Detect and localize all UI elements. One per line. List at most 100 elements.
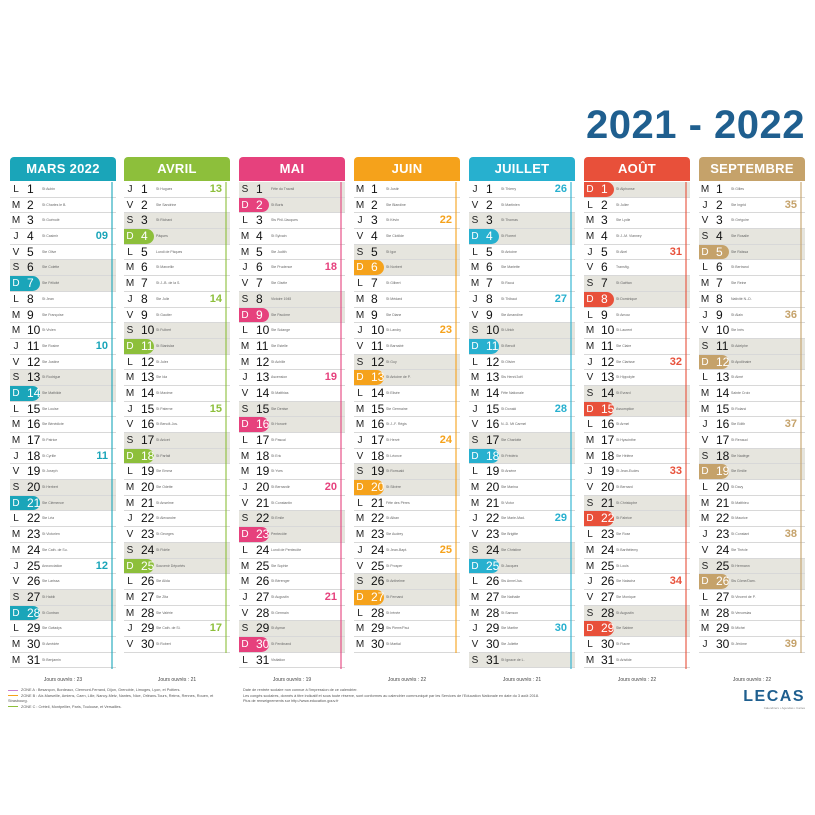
- saint-name: St Julien: [616, 202, 630, 207]
- day-number: 22: [601, 511, 615, 526]
- day-number: 17: [716, 433, 730, 447]
- day-list: J 1 St Hugues 13 V 2 Ste Sandrine S 3 St Richard D…: [124, 182, 230, 653]
- weekday-letter: S: [701, 340, 709, 352]
- day-number: 20: [486, 480, 500, 495]
- weekday-letter: S: [12, 262, 20, 274]
- day-row: S 3 St Thomas: [469, 213, 575, 230]
- day-number: 3: [27, 213, 34, 228]
- weekday-letter: J: [242, 482, 248, 494]
- saint-name: Ste Sophie: [271, 563, 289, 568]
- sunday-highlight: [469, 448, 499, 464]
- weekday-letter: D: [126, 450, 134, 462]
- sunday-highlight: [584, 401, 614, 417]
- saint-name: Transfig.: [616, 265, 630, 270]
- day-number: 2: [141, 197, 148, 212]
- saint-name: St Georges: [156, 532, 174, 537]
- day-number: 16: [27, 417, 41, 432]
- saint-name: Fête du Travail: [271, 187, 295, 191]
- day-row: D 22 St Fabrice: [584, 511, 690, 528]
- weekday-letter: L: [242, 544, 248, 556]
- weekday-letter: D: [586, 184, 594, 195]
- brand-name: LECAS: [743, 688, 805, 705]
- saint-name: St Boris: [271, 202, 284, 207]
- day-row: L 5 Lundi de Pâques: [124, 245, 230, 261]
- day-row: S 1 Fête du Travail: [239, 182, 345, 198]
- month-mai: MAI S 1 Fête du Travail D 2 St Boris L 3 Sts Phil…: [239, 157, 345, 669]
- saint-name: St Hyacinthe: [616, 438, 636, 442]
- day-row: M 16 Ste Bénédicte: [10, 417, 116, 433]
- weekday-letter: V: [701, 325, 709, 337]
- saint-name: Ste Clotilde: [386, 234, 404, 239]
- weekday-letter: S: [241, 293, 249, 305]
- day-row: M 14 Fête Nationale: [469, 386, 575, 402]
- saint-name: St Germain: [271, 610, 289, 615]
- weekday-letter: J: [13, 560, 19, 572]
- weekday-letter: D: [471, 231, 479, 243]
- weekday-letter: D: [356, 372, 364, 384]
- day-row: J 19 St Jean-Eudes 33: [584, 464, 690, 481]
- saint-name: Ste Diane: [386, 312, 402, 317]
- saint-name: St Renaud: [731, 438, 748, 442]
- saint-name: St Bernardin: [271, 485, 291, 490]
- day-row: L 24 Lundi de Pentecôte: [239, 543, 345, 559]
- saint-name: Assomption: [616, 406, 635, 411]
- weekday-letter: L: [702, 591, 708, 603]
- saint-name: St Benjamin: [42, 657, 61, 662]
- weekday-letter: M: [585, 215, 595, 227]
- day-number: 6: [371, 260, 378, 275]
- day-number: 11: [141, 338, 154, 353]
- day-number: 18: [141, 448, 155, 463]
- day-number: 19: [716, 464, 730, 479]
- weekday-letter: J: [127, 293, 133, 305]
- saint-name: St Augustin: [271, 594, 289, 599]
- weekday-letter: V: [471, 638, 479, 650]
- saint-name: St Matthias: [271, 390, 289, 395]
- saint-name: Ste Mathilde: [42, 390, 62, 395]
- saint-name: St Laurent: [616, 328, 633, 333]
- weekday-letter: J: [242, 591, 248, 603]
- saint-name: St J.-F. Régis: [386, 422, 407, 427]
- saint-name: St Habib: [42, 594, 56, 599]
- day-row: M 2 St Charles le B.: [10, 198, 116, 214]
- saint-name: St Léonce: [386, 453, 402, 458]
- sunday-highlight: [10, 605, 40, 621]
- saint-name: Annonciation: [42, 563, 63, 568]
- day-row: M 7 St J.-B. de la S.: [124, 276, 230, 292]
- day-number: 7: [601, 276, 608, 291]
- day-number: 10: [601, 323, 615, 338]
- saint-name: St Fulbert: [156, 328, 172, 333]
- weekday-letter: M: [470, 497, 480, 509]
- day-row: D 7 Ste Félicité: [10, 276, 116, 292]
- day-row: S 22 St Emile: [239, 511, 345, 528]
- sunday-highlight: [699, 464, 729, 480]
- saint-name: St Anicet: [156, 438, 170, 442]
- day-number: 25: [256, 558, 270, 573]
- day-row: M 29 St Michel: [699, 621, 805, 637]
- working-days-count: Jours ouvrés : 22: [387, 677, 427, 683]
- day-row: D 12 St Apollinaire: [699, 354, 805, 371]
- day-number: 28: [141, 605, 155, 620]
- weekday-letter: S: [471, 215, 479, 227]
- weekday-letter: M: [700, 513, 710, 525]
- saint-name: St Hervé: [386, 438, 400, 442]
- weekday-letter: J: [127, 513, 133, 525]
- day-number: 12: [27, 354, 41, 369]
- day-number: 30: [371, 636, 385, 651]
- working-days-count: Jours ouvrés : 19: [272, 677, 312, 683]
- day-number: 5: [371, 244, 378, 259]
- weekday-letter: M: [700, 403, 710, 415]
- day-number: 19: [256, 464, 270, 479]
- sunday-highlight: [584, 182, 614, 197]
- weekday-letter: L: [127, 466, 133, 478]
- saint-name: Ste Christine: [501, 547, 522, 552]
- saint-name: St Honoré: [271, 422, 287, 427]
- note-line-1: Date de rentrée scolaire non connue à l'…: [243, 688, 358, 692]
- weekday-letter: D: [701, 246, 709, 258]
- day-row: S 4 Ste Rosalie: [699, 229, 805, 245]
- weekday-letter: J: [242, 262, 248, 274]
- day-row: M 11 Ste Claire: [584, 339, 690, 355]
- weekday-letter: D: [586, 293, 594, 305]
- day-row: V 23 St Georges: [124, 527, 230, 543]
- saint-name: Nativité N.-D.: [731, 296, 752, 301]
- weekday-letter: S: [586, 387, 594, 399]
